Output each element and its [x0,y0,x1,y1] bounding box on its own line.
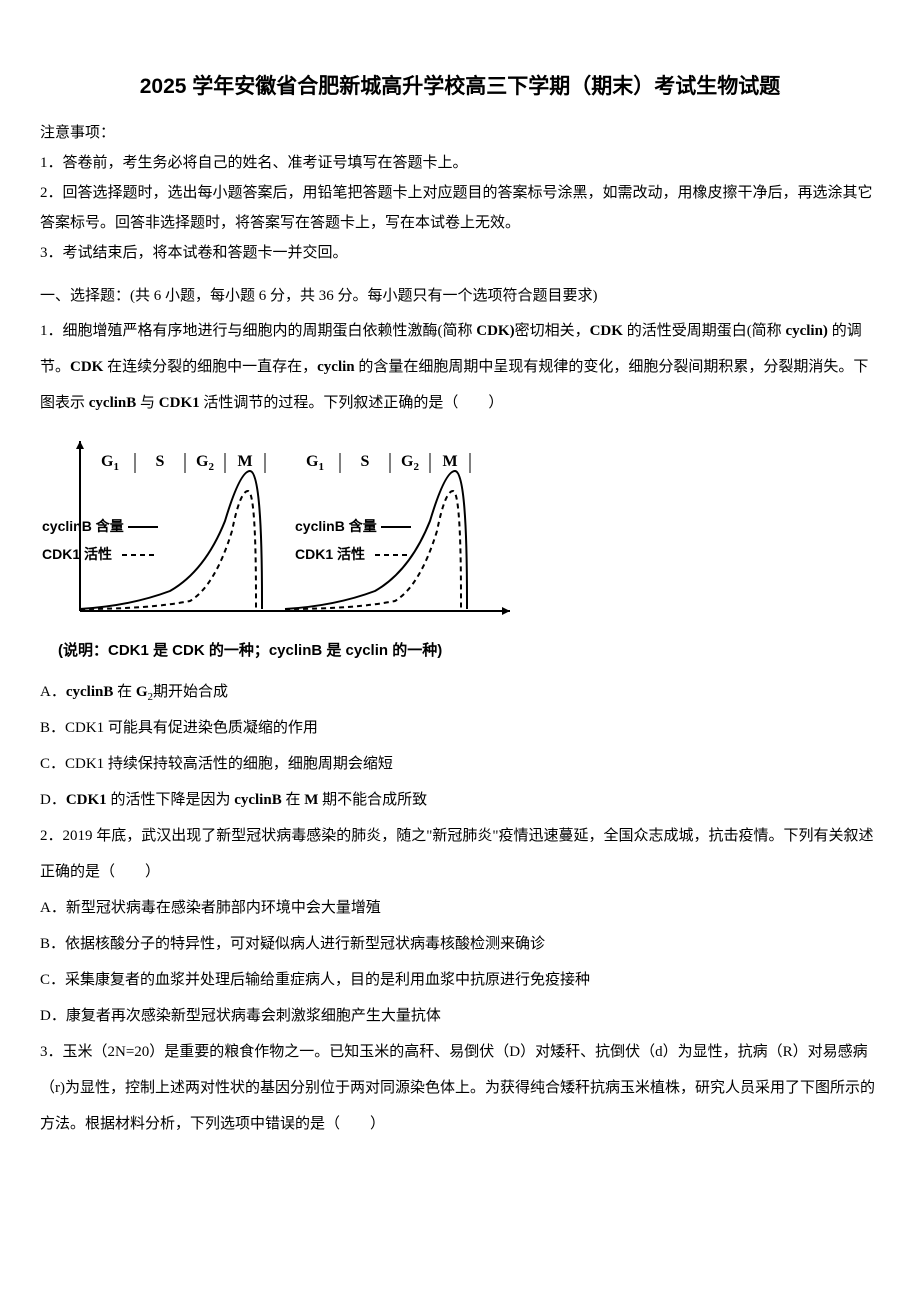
instructions-header: 注意事项： [40,118,880,148]
instruction-1: 1．答卷前，考生务必将自己的姓名、准考证号填写在答题卡上。 [40,148,880,178]
q1-text-5: 的活性受周期蛋白(简称 [623,323,782,339]
q1-text-4: CDK [590,323,623,339]
instruction-3: 3．考试结束后，将本试卷和答题卡一并交回。 [40,238,880,268]
q2-option-a: A．新型冠状病毒在感染者肺部内环境中会大量增殖 [40,890,880,926]
q1-figure: G1SG2MG1SG2McyclinB 含量CDK1 活性cyclinB 含量C… [40,431,520,631]
q1-text-12: cyclinB [89,395,137,411]
q2-option-d: D．康复者再次感染新型冠状病毒会刺激浆细胞产生大量抗体 [40,998,880,1034]
q1-text-2: CDK) [476,323,514,339]
question-2: 2．2019 年底，武汉出现了新型冠状病毒感染的肺炎，随之"新冠肺炎"疫情迅速蔓… [40,818,880,890]
q1-text-14: CDK1 [159,395,200,411]
svg-text:cyclinB 含量: cyclinB 含量 [42,518,124,534]
q1-text-13: 与 [136,395,159,411]
instruction-2: 2．回答选择题时，选出每小题答案后，用铅笔把答题卡上对应题目的答案标号涂黑，如需… [40,178,880,238]
q1-option-a: A．cyclinB 在 G2期开始合成 [40,674,880,710]
q1-option-d: D．CDK1 的活性下降是因为 cyclinB 在 M 期不能合成所致 [40,782,880,818]
page-title: 2025 学年安徽省合肥新城高升学校高三下学期（期末）考试生物试题 [40,70,880,100]
svg-text:S: S [361,453,370,470]
q1-text-9: 在连续分裂的细胞中一直存在， [103,359,317,375]
q1-text-3: 密切相关， [515,323,590,339]
question-3: 3．玉米（2N=20）是重要的粮食作物之一。已知玉米的高秆、易倒伏（D）对矮秆、… [40,1034,880,1142]
section1-heading: 一、选择题：(共 6 小题，每小题 6 分，共 36 分。每小题只有一个选项符合… [40,280,880,313]
svg-text:S: S [156,453,165,470]
cycle-chart: G1SG2MG1SG2McyclinB 含量CDK1 活性cyclinB 含量C… [40,431,520,631]
svg-text:M: M [442,453,457,470]
q1-text-10: cyclin [317,359,355,375]
svg-text:CDK1 活性: CDK1 活性 [295,546,365,562]
q1-text-8: CDK [70,359,103,375]
q1-option-c: C．CDK1 持续保持较高活性的细胞，细胞周期会缩短 [40,746,880,782]
question-1: 1．细胞增殖严格有序地进行与细胞内的周期蛋白依赖性激酶(简称 CDK)密切相关，… [40,313,880,421]
q2-option-b: B．依据核酸分子的特异性，可对疑似病人进行新型冠状病毒核酸检测来确诊 [40,926,880,962]
figure-note: (说明：CDK1 是 CDK 的一种；cyclinB 是 cyclin 的一种) [58,639,880,660]
q1-option-b: B．CDK1 可能具有促进染色质凝缩的作用 [40,710,880,746]
svg-text:CDK1 活性: CDK1 活性 [42,546,112,562]
q1-text-6: cyclin) [785,323,828,339]
q1-text-1: 1．细胞增殖严格有序地进行与细胞内的周期蛋白依赖性激酶(简称 [40,323,476,339]
q2-option-c: C．采集康复者的血浆并处理后输给重症病人，目的是利用血浆中抗原进行免疫接种 [40,962,880,998]
svg-text:cyclinB 含量: cyclinB 含量 [295,518,377,534]
q1-text-15: 活性调节的过程。下列叙述正确的是（ ） [200,395,504,411]
svg-text:M: M [237,453,252,470]
